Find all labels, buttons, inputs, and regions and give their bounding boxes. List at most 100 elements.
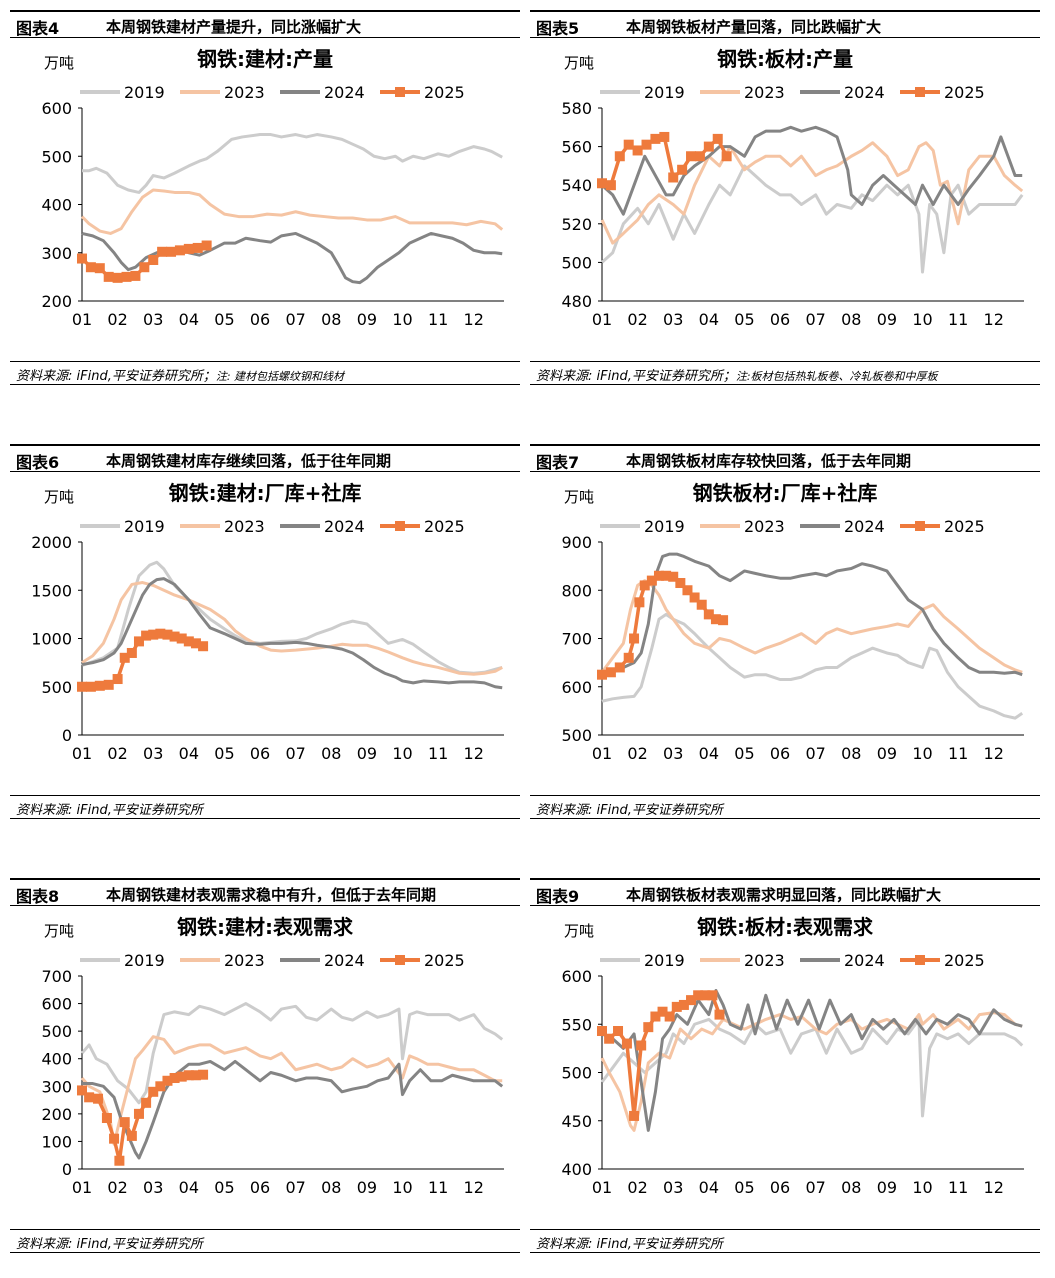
y-tick-label: 0 — [62, 1160, 72, 1179]
figure-number: 图表9 — [536, 887, 580, 906]
data-point-2025 — [700, 990, 711, 1001]
x-tick-label: 05 — [214, 1178, 234, 1197]
data-point-2025 — [677, 164, 688, 175]
x-tick-label: 03 — [143, 310, 163, 329]
figure-caption: 本周钢铁板材产量回落，同比跌幅扩大 — [626, 18, 882, 36]
y-tick-label: 500 — [561, 1064, 592, 1083]
legend-label: 2019 — [124, 83, 165, 102]
series-line-2019 — [600, 1017, 1024, 1118]
chart-panel: 图表7 本周钢铁板材库存较快回落，低于去年同期 钢铁板材:厂库+社库 万吨 2019 20… — [530, 444, 1040, 830]
series-line-2024 — [81, 231, 503, 285]
data-point-2025 — [103, 679, 114, 690]
y-tick-label: 200 — [41, 1105, 72, 1124]
line-chart: 钢铁:板材:产量 万吨 2019 2023 2024 2025 480 500 520 540 56… — [561, 47, 1024, 329]
legend-label: 2023 — [744, 517, 785, 536]
x-tick-label: 05 — [734, 744, 754, 763]
data-point-2025 — [623, 652, 634, 663]
legend-marker — [395, 87, 405, 97]
data-point-2025 — [712, 133, 723, 144]
y-tick-label: 700 — [561, 630, 592, 649]
y-tick-label: 300 — [41, 1077, 72, 1096]
series-line-2019 — [81, 560, 503, 675]
data-point-2025 — [133, 1108, 144, 1119]
y-tick-label: 500 — [561, 253, 592, 272]
chart-panel: 图表5 本周钢铁板材产量回落，同比跌幅扩大 钢铁:板材:产量 万吨 2019 2023 20… — [530, 10, 1040, 396]
data-point-2025 — [686, 151, 697, 162]
x-tick-label: 02 — [627, 744, 647, 763]
chart-title: 钢铁板材:厂库+社库 — [693, 481, 878, 505]
y-tick-label: 1000 — [31, 630, 72, 649]
source-note: 资料来源: iFind,平安证券研究所；注: 建材包括螺纹钢和线材 — [10, 361, 520, 385]
figure-caption: 本周钢铁建材表观需求稳中有升，但低于去年同期 — [106, 886, 437, 904]
chart-panel: 图表4 本周钢铁建材产量提升，同比涨幅扩大 钢铁:建材:产量 万吨 2019 2023 20… — [10, 10, 520, 396]
source-label: 资料来源: iFind,平安证券研究所 — [16, 1237, 203, 1252]
x-tick-label: 07 — [285, 744, 305, 763]
legend-label: 2024 — [844, 951, 885, 970]
data-point-2025 — [639, 580, 650, 591]
x-tick-label: 03 — [143, 744, 163, 763]
legend-label: 2019 — [644, 951, 685, 970]
chart-title: 钢铁:板材:表观需求 — [697, 915, 874, 939]
data-point-2025 — [718, 615, 729, 626]
x-tick-label: 02 — [627, 310, 647, 329]
x-tick-label: 10 — [912, 310, 932, 329]
x-tick-label: 04 — [179, 744, 199, 763]
legend-label: 2019 — [124, 517, 165, 536]
series-line-2024 — [601, 988, 1023, 1132]
series-line-2024 — [601, 552, 1023, 677]
series-line-2023 — [80, 188, 504, 235]
data-point-2025 — [94, 680, 105, 691]
data-point-2025 — [190, 638, 201, 649]
x-tick-label: 02 — [107, 744, 127, 763]
x-tick-label: 12 — [464, 1178, 484, 1197]
data-point-2025 — [604, 1033, 615, 1044]
series-line-2024 — [81, 577, 503, 690]
data-point-2025 — [126, 647, 137, 658]
data-point-2025 — [190, 1070, 201, 1081]
x-tick-label: 01 — [72, 1178, 92, 1197]
data-point-2025 — [621, 1038, 632, 1049]
chart-panel: 图表6 本周钢铁建材库存继续回落，低于往年同期 钢铁:建材:厂库+社库 万吨 2019 2… — [10, 444, 520, 830]
data-point-2025 — [629, 633, 640, 644]
source-label: 资料来源: iFind,平安证券研究所 — [16, 803, 203, 818]
data-point-2025 — [721, 151, 732, 162]
legend-label: 2019 — [124, 951, 165, 970]
series-line-2024 — [82, 1059, 504, 1160]
y-tick-label: 520 — [561, 215, 592, 234]
x-tick-label: 02 — [627, 1178, 647, 1197]
source-note: 资料来源: iFind,平安证券研究所 — [10, 795, 520, 819]
data-point-2025 — [686, 995, 697, 1006]
x-tick-label: 09 — [877, 1178, 897, 1197]
data-point-2025 — [103, 271, 114, 282]
x-tick-label: 12 — [464, 310, 484, 329]
x-tick-label: 03 — [143, 1178, 163, 1197]
x-tick-label: 07 — [805, 1178, 825, 1197]
series-line-2019 — [82, 133, 503, 194]
chart-title: 钢铁:建材:产量 — [197, 47, 333, 71]
data-point-2025 — [605, 667, 616, 678]
data-point-2025 — [614, 662, 625, 673]
y-tick-label: 700 — [41, 967, 72, 986]
x-tick-label: 01 — [592, 1178, 612, 1197]
x-tick-label: 05 — [214, 310, 234, 329]
y-axis-unit: 万吨 — [564, 54, 594, 72]
legend: 2019 2023 2024 2025 — [600, 517, 985, 536]
data-point-2025 — [166, 246, 177, 257]
x-tick-label: 04 — [699, 310, 719, 329]
series-line-2019 — [601, 612, 1024, 720]
data-point-2025 — [664, 1011, 675, 1022]
legend-marker — [915, 955, 925, 965]
x-tick-label: 06 — [770, 1178, 790, 1197]
y-axis-unit: 万吨 — [44, 922, 74, 940]
y-tick-label: 1500 — [31, 581, 72, 600]
data-point-2025 — [714, 1009, 725, 1020]
legend: 2019 2023 2024 2025 — [600, 951, 985, 970]
panel-header: 图表9 本周钢铁板材表观需求明显回落，同比跌幅扩大 — [530, 878, 1040, 906]
line-chart: 钢铁:建材:产量 万吨 2019 2023 2024 2025 200 300 400 500 60… — [41, 47, 504, 329]
x-tick-label: 09 — [357, 744, 377, 763]
data-point-2025 — [169, 1073, 180, 1084]
y-tick-label: 500 — [41, 147, 72, 166]
source-text: 资料来源: iFind,平安证券研究所 — [16, 1233, 203, 1252]
x-tick-label: 10 — [392, 1178, 412, 1197]
source-label: 资料来源: iFind,平安证券研究所； — [16, 369, 216, 384]
